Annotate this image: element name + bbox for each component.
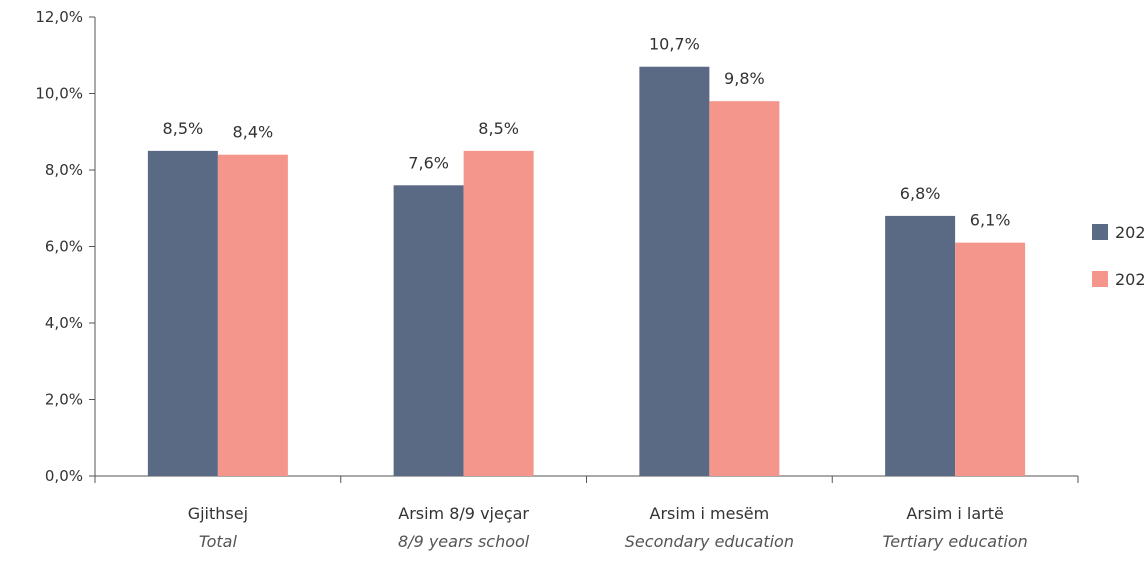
y-tick-label: 8,0% — [45, 161, 83, 179]
category-sublabel: Secondary education — [625, 532, 794, 551]
y-tick-label: 10,0% — [35, 85, 83, 103]
data-label: 9,8% — [724, 69, 765, 88]
bar-2024-2 — [639, 66, 710, 476]
category-sublabel: Total — [199, 532, 238, 551]
bars — [147, 66, 1026, 477]
category-label: Gjithsej — [188, 504, 248, 523]
bar-2024-1 — [393, 185, 464, 477]
category-labels: Gjithsej Total Arsim 8/9 vjeçar 8/9 years s… — [188, 504, 1028, 551]
legend-swatch-2025 — [1092, 271, 1108, 287]
y-tick-label: 12,0% — [35, 8, 83, 26]
legend: 2024 2025 — [1092, 223, 1146, 289]
data-label: 8,5% — [478, 119, 519, 138]
legend-swatch-2024 — [1092, 224, 1108, 240]
data-label: 8,5% — [163, 119, 204, 138]
bar-2025-2 — [709, 101, 780, 477]
data-labels: 8,5% 8,4% 7,6% 8,5% 10,7% 9,8% 6,8% 6,1% — [163, 35, 1011, 230]
legend-label: 2024 — [1115, 223, 1146, 242]
data-label: 6,1% — [970, 211, 1011, 230]
category-sublabel: 8/9 years school — [398, 532, 530, 551]
legend-label: 2025 — [1115, 270, 1146, 289]
category-label: Arsim i mesëm — [650, 504, 770, 523]
bar-2024-0 — [147, 150, 218, 476]
data-label: 10,7% — [649, 35, 700, 54]
data-label: 6,8% — [900, 184, 941, 203]
bar-2025-3 — [955, 242, 1026, 476]
category-label: Arsim 8/9 vjeçar — [398, 504, 529, 523]
data-label: 7,6% — [408, 153, 449, 172]
y-tick-label: 2,0% — [45, 391, 83, 409]
y-tick-label: 6,0% — [45, 238, 83, 256]
data-label: 8,4% — [233, 123, 274, 142]
category-sublabel: Tertiary education — [882, 532, 1027, 551]
bar-2025-0 — [217, 154, 288, 476]
y-tick-label: 4,0% — [45, 314, 83, 332]
bar-2025-1 — [463, 150, 534, 476]
bar-2024-3 — [885, 215, 956, 476]
category-label: Arsim i lartë — [906, 504, 1003, 523]
y-tick-label: 0,0% — [45, 467, 83, 485]
